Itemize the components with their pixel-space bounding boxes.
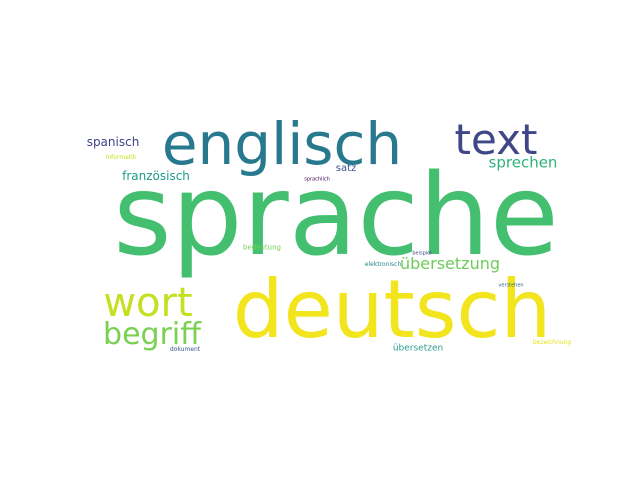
word-satz: satz (335, 163, 357, 174)
word-spanisch: spanisch (86, 135, 140, 149)
word-dokument: dokument (169, 346, 201, 353)
word-wort: wort (103, 280, 193, 326)
word-uebersetzen: übersetzen (392, 343, 444, 354)
word-informatik: informatik (105, 154, 137, 161)
word-bezeichnung: bezeichnung (532, 339, 572, 346)
word-begriff: begriff (103, 317, 201, 352)
word-sprache: sprache (113, 151, 559, 281)
word-verstehen: verstehen (498, 282, 524, 289)
word-bedeutung: bedeutung (243, 243, 281, 252)
word-elektronisch: elektronisch (364, 261, 402, 268)
word-beispiel: beispiel (412, 250, 432, 257)
word-deutsch: deutsch (232, 263, 552, 356)
word-sprachlich: sprachlich (304, 176, 330, 183)
word-sprechen: sprechen (488, 153, 558, 172)
word-text: text (454, 115, 538, 164)
word-franzoesisch: französisch (122, 169, 190, 183)
word-englisch: englisch (161, 110, 403, 178)
word-uebersetzung: übersetzung (399, 254, 501, 273)
